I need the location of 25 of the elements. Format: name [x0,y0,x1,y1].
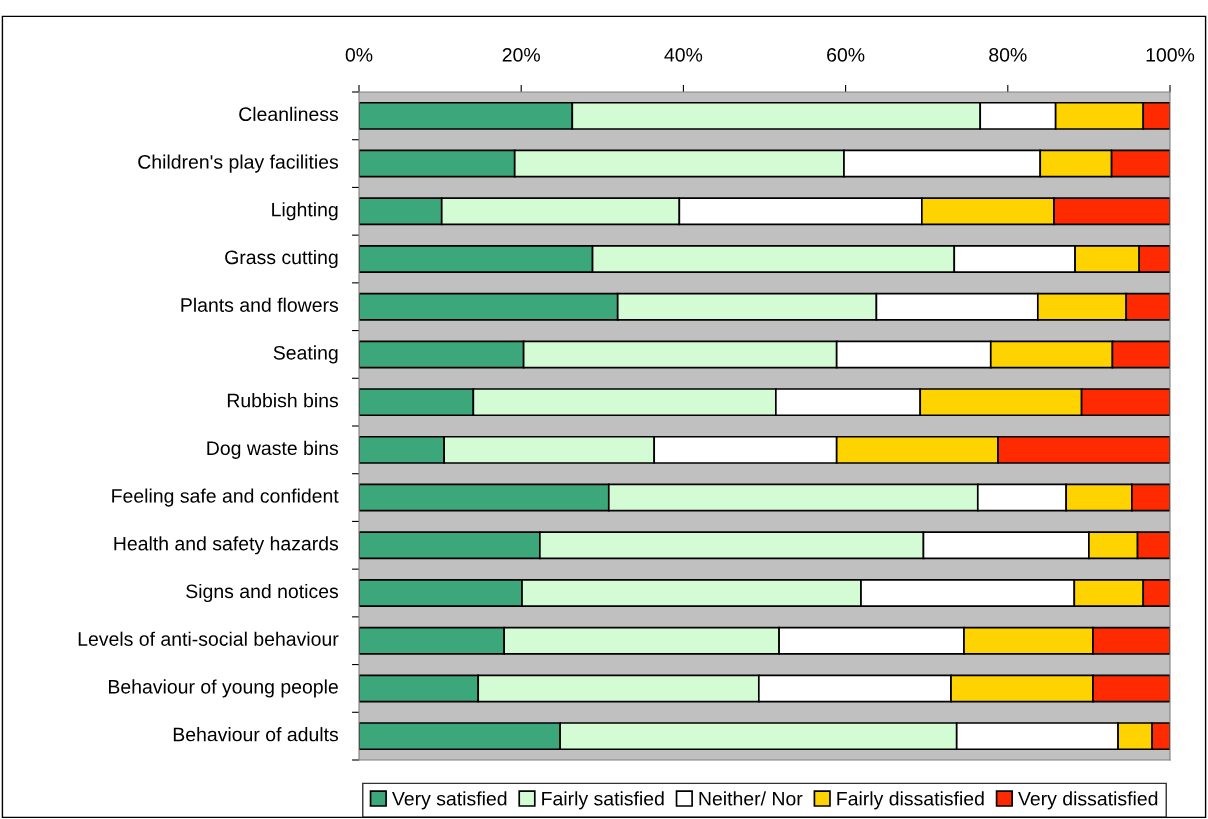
y-tick-label: Plants and flowers [181,297,339,312]
y-tick-label: Levels of anti-social behaviour [78,631,339,646]
y-tick-label: Lighting [272,202,338,221]
y-tick-label: Rubbish bins [227,393,339,408]
x-tick-label: 80% [989,48,1027,62]
y-tick-label: Feeling safe and confident [112,488,339,507]
y-tick-label: Behaviour of adults [173,727,339,742]
y-tick-label: Children's play facilities [138,154,339,173]
legend-label: Neither/ Nor [699,791,803,806]
y-tick-label: Grass cutting [225,249,338,269]
y-tick-label: Signs and notices [186,583,339,603]
y-tick-label: Dog waste bins [207,440,339,459]
x-tick-label: 20% [502,48,540,62]
legend-label: Very dissatisfied [1018,791,1158,810]
x-tick-label: 40% [664,48,703,62]
x-tick-label: 0% [345,48,373,62]
y-tick-label: Health and safety hazards [114,536,339,555]
y-tick-label: Behaviour of young people [108,679,338,698]
legend-label: Fairly dissatisfied [837,791,984,810]
x-tick-label: 60% [827,48,865,62]
x-tick-label: 100% [1146,48,1195,62]
y-tick-label: Seating [273,345,338,364]
y-tick-label: Cleanliness [239,106,339,122]
legend-label: Very satisfied [392,791,507,810]
legend-label: Fairly satisfied [542,791,664,810]
